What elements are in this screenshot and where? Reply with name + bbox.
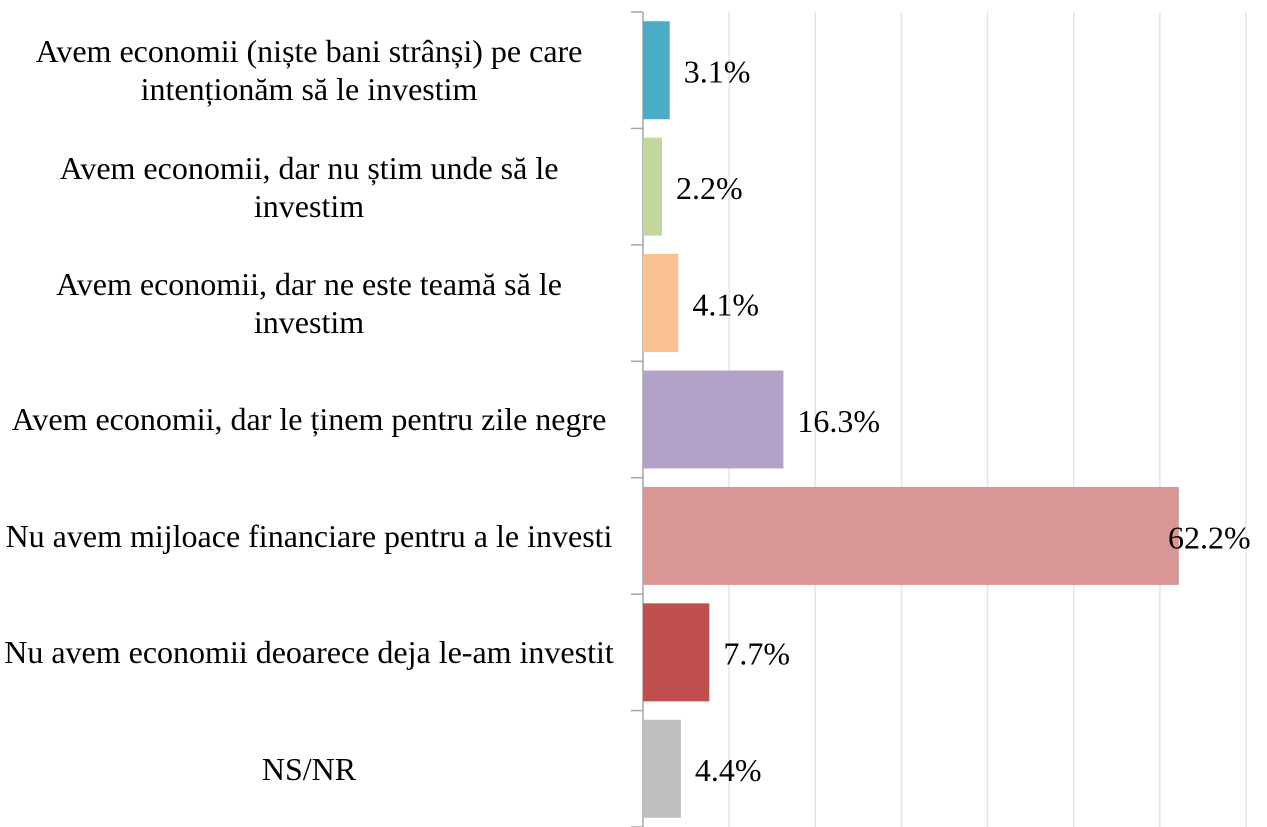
value-label: 62.2% bbox=[1168, 519, 1251, 555]
value-label: 3.1% bbox=[684, 54, 751, 90]
bar bbox=[643, 137, 662, 236]
category-label: Nu avem mijloace financiare pentru a le … bbox=[5, 517, 613, 554]
category-label: Avem economii, dar ne este teamă să le i… bbox=[56, 266, 562, 341]
value-label: 4.4% bbox=[695, 752, 762, 788]
value-label: 2.2% bbox=[676, 170, 743, 206]
bar bbox=[643, 603, 710, 702]
category-label: Nu avem economii deoarece deja le-am inv… bbox=[4, 634, 614, 671]
category-label: Avem economii, dar le ținem pentru zile … bbox=[11, 401, 607, 438]
bar bbox=[643, 254, 679, 353]
category-label: NS/NR bbox=[261, 750, 357, 787]
category-label: Avem economii, dar nu știm unde să le in… bbox=[59, 149, 559, 224]
bar bbox=[643, 486, 1179, 585]
category-label: Avem economii (niște bani strânși) pe ca… bbox=[35, 33, 583, 108]
value-label: 4.1% bbox=[692, 286, 759, 322]
bar bbox=[643, 719, 681, 818]
bar bbox=[643, 370, 784, 469]
bar bbox=[643, 21, 670, 120]
value-label: 7.7% bbox=[723, 636, 790, 672]
value-label: 16.3% bbox=[797, 403, 880, 439]
